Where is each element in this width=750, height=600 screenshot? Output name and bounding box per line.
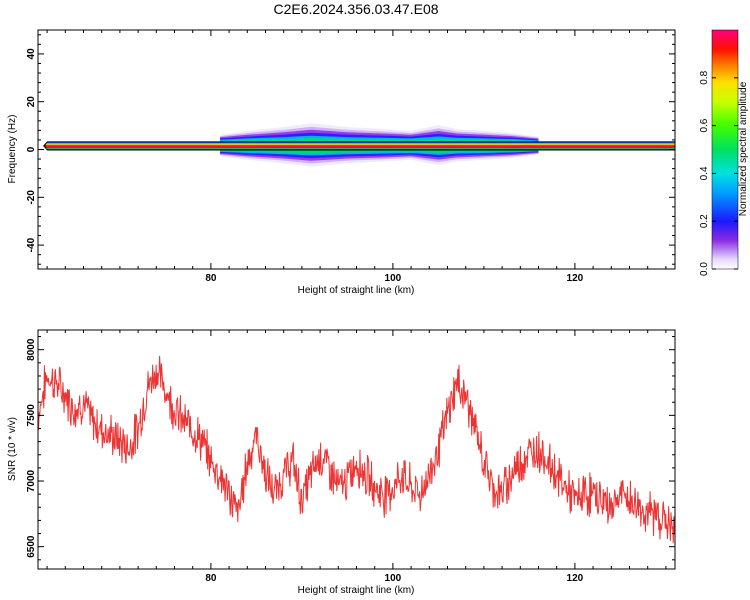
colorbar-label: Normalized spectral amplitude (738, 81, 749, 216)
spectrogram-band-core (45, 142, 675, 150)
snr-x-tick-label: 120 (567, 573, 584, 584)
snr-y-tick-label: 7000 (26, 469, 37, 492)
snr-series-line (38, 355, 675, 544)
snr-xlabel: Height of straight line (km) (298, 585, 415, 596)
spectrogram-axes: 80 100 120 -40 -20 0 20 40 (26, 30, 675, 284)
spectrogram-panel: 80 100 120 -40 -20 0 20 40 Height of straight l… (7, 29, 676, 296)
colorbar-ticks: 0.0 0.2 0.4 0.6 0.8 (699, 70, 738, 276)
snr-x-tick-label: 100 (385, 573, 402, 584)
spectrogram-x-tick-label: 120 (567, 273, 584, 284)
spectrogram-y-tick-label: -20 (26, 190, 37, 205)
spectrogram-y-tick-label: 20 (26, 96, 37, 108)
colorbar-gradient (711, 29, 739, 270)
snr-y-tick-label: 7500 (26, 404, 37, 427)
spectrogram-xlabel: Height of straight line (km) (298, 285, 415, 296)
spectrogram-y-tick-label: 40 (26, 48, 37, 60)
snr-y-tick-label: 6500 (26, 535, 37, 558)
snr-y-tick-label: 8000 (26, 338, 37, 361)
colorbar-tick-label: 0.6 (699, 118, 710, 132)
snr-ylabel: SNR (10 * v/v) (7, 417, 18, 481)
spectrogram-y-tick-label: 0 (26, 146, 37, 152)
spectrogram-band (43, 123, 675, 167)
spectrogram-ylabel: Frequency (Hz) (7, 115, 18, 184)
snr-x-tick-label: 80 (205, 573, 217, 584)
spectrogram-y-tick-label: -40 (26, 237, 37, 252)
spectrogram-x-tick-label: 100 (385, 273, 402, 284)
spectrogram-x-tick-label: 80 (205, 273, 217, 284)
colorbar-tick-label: 0.0 (699, 262, 710, 276)
figure-title: C2E6.2024.356.03.47.E08 (273, 1, 438, 17)
snr-panel: 80 100 120 6500 7000 7500 8000 Height of strai… (7, 329, 676, 596)
snr-plot-area (38, 330, 675, 569)
colorbar: 0.0 0.2 0.4 0.6 0.8 Normalized spectral ampl… (699, 29, 749, 276)
colorbar-tick-label: 0.4 (699, 166, 710, 180)
colorbar-tick-label: 0.8 (699, 70, 710, 84)
colorbar-tick-label: 0.2 (699, 214, 710, 228)
snr-axes: 80 100 120 6500 7000 7500 8000 (26, 330, 675, 584)
